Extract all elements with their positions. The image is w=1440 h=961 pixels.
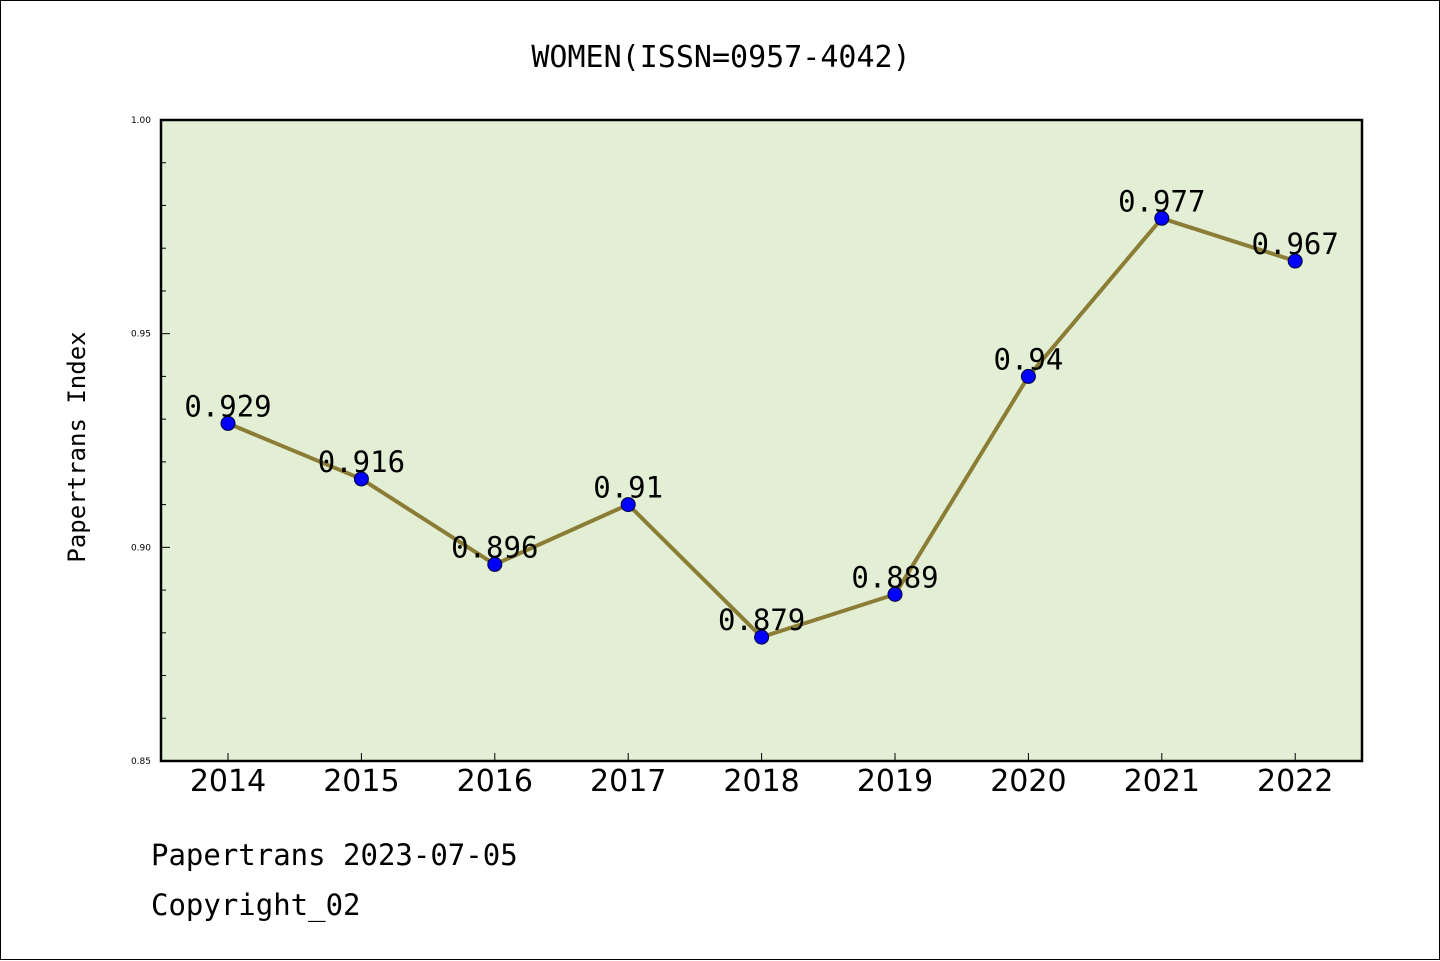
x-tick-label: 2018 xyxy=(723,764,799,799)
data-point xyxy=(887,586,903,602)
data-point xyxy=(620,497,636,513)
data-point xyxy=(353,471,369,487)
footer-date: Papertrans 2023-07-05 xyxy=(151,838,518,872)
y-tick-label: 1.00 xyxy=(131,116,151,126)
data-label: 0.91 xyxy=(593,471,663,505)
y-tick-label: 0.85 xyxy=(131,757,151,767)
data-point xyxy=(1154,210,1170,226)
data-labels: 0.929 0.916 0.896 0.91 0.879 0.889 0.94 0.977 0.… xyxy=(184,184,1339,637)
plot-border xyxy=(159,118,1364,763)
data-point xyxy=(754,629,770,645)
x-tick-label: 2020 xyxy=(990,764,1066,799)
data-label: 0.967 xyxy=(1252,227,1339,261)
data-label: 0.889 xyxy=(851,560,938,594)
x-tick-label: 2019 xyxy=(857,764,933,799)
footer-copyright: Copyright_02 xyxy=(151,888,361,923)
data-label: 0.929 xyxy=(184,389,271,423)
data-point xyxy=(1287,253,1303,269)
data-label: 0.94 xyxy=(993,342,1063,376)
x-tick-label: 2022 xyxy=(1257,764,1333,799)
chart-title: WOMEN(ISSN=0957-4042) xyxy=(531,40,910,75)
x-tick-label: 2015 xyxy=(323,764,399,799)
y-tick-label: 0.90 xyxy=(131,543,151,553)
data-point xyxy=(487,556,503,572)
data-label: 0.977 xyxy=(1118,184,1205,218)
series-group xyxy=(220,210,1303,645)
plot-area xyxy=(161,120,1362,761)
x-tick-label: 2014 xyxy=(190,764,266,799)
data-point xyxy=(1020,368,1036,384)
x-tick-label: 2016 xyxy=(457,764,533,799)
x-tick-label: 2021 xyxy=(1124,764,1200,799)
data-label: 0.879 xyxy=(718,603,805,637)
x-tick-label: 2017 xyxy=(590,764,666,799)
y-axis-label: Papertrans Index xyxy=(63,331,91,562)
data-label: 0.916 xyxy=(318,445,405,479)
data-point xyxy=(220,415,236,431)
data-label: 0.896 xyxy=(451,530,538,564)
x-axis: 2014 2015 2016 2017 2018 2019 2020 2021 2022 xyxy=(190,753,1333,799)
y-tick-label: 0.95 xyxy=(131,330,151,340)
